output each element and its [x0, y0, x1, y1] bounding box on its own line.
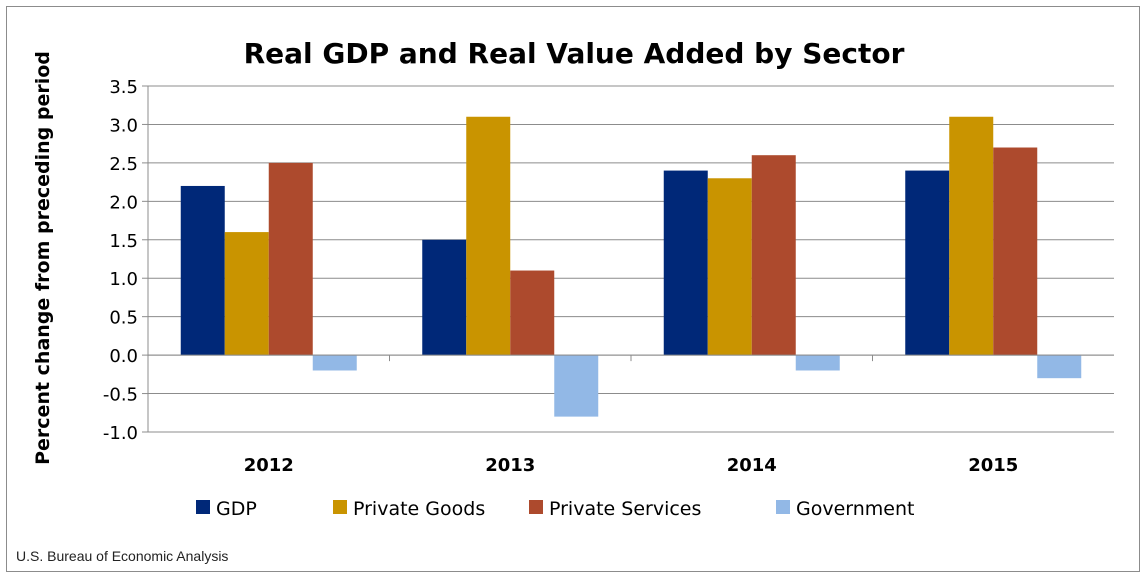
bar-gdp-2012 — [180, 185, 225, 356]
x-tick-label: 2014 — [727, 455, 777, 476]
bar-gdp-2013 — [422, 239, 467, 356]
bar-private-services-2014 — [751, 155, 796, 356]
source-note: U.S. Bureau of Economic Analysis — [16, 548, 229, 564]
y-tick-label: -1.0 — [103, 423, 138, 444]
x-tick-label: 2013 — [485, 455, 535, 476]
y-tick-labels: 3.5 3.0 2.5 2.0 1.5 1.0 0.5 0.0 -0.5 -1.0 — [103, 77, 138, 444]
legend-swatch — [196, 500, 210, 514]
y-tick-label: 3.5 — [109, 77, 138, 98]
y-tick-label: 0.5 — [109, 308, 138, 329]
bar-gdp-2015 — [905, 170, 950, 356]
bar-government-2015 — [1037, 355, 1082, 379]
legend-label: Private Goods — [353, 498, 485, 520]
bar-private-services-2013 — [510, 270, 555, 356]
y-tick-label: -0.5 — [103, 385, 138, 406]
legend: GDP Private Goods Private Services Governme… — [196, 498, 915, 520]
x-tick-label: 2015 — [968, 455, 1018, 476]
chart-title: Real GDP and Real Value Added by Sector — [244, 37, 905, 70]
bar-private-services-2015 — [993, 147, 1038, 356]
legend-label: Private Services — [549, 498, 701, 520]
x-tick-labels: 2012 2013 2014 2015 — [244, 455, 1019, 476]
legend-label: GDP — [216, 498, 257, 520]
legend-swatch — [529, 500, 543, 514]
legend-label: Government — [796, 498, 915, 520]
bar-private-services-2012 — [268, 162, 313, 356]
y-tick-label: 0.0 — [109, 346, 138, 367]
bar-private-goods-2015 — [949, 116, 994, 356]
y-axis-label: Percent change from preceding period — [32, 51, 54, 465]
bars — [180, 116, 1082, 417]
y-tick-label: 2.5 — [109, 154, 138, 175]
x-tick-label: 2012 — [244, 455, 294, 476]
bar-private-goods-2012 — [224, 232, 269, 356]
y-tick-label: 1.0 — [109, 269, 138, 290]
y-tick-label: 3.0 — [109, 115, 138, 136]
legend-swatch — [333, 500, 347, 514]
axes — [147, 86, 1114, 432]
bar-government-2013 — [554, 355, 599, 417]
bar-private-goods-2014 — [707, 178, 752, 356]
y-tick-label: 2.0 — [109, 192, 138, 213]
bar-private-goods-2013 — [466, 116, 511, 356]
bar-government-2014 — [795, 355, 840, 371]
legend-swatch — [776, 500, 790, 514]
y-tick-label: 1.5 — [109, 231, 138, 252]
bar-gdp-2014 — [663, 170, 708, 356]
bar-government-2012 — [312, 355, 357, 371]
